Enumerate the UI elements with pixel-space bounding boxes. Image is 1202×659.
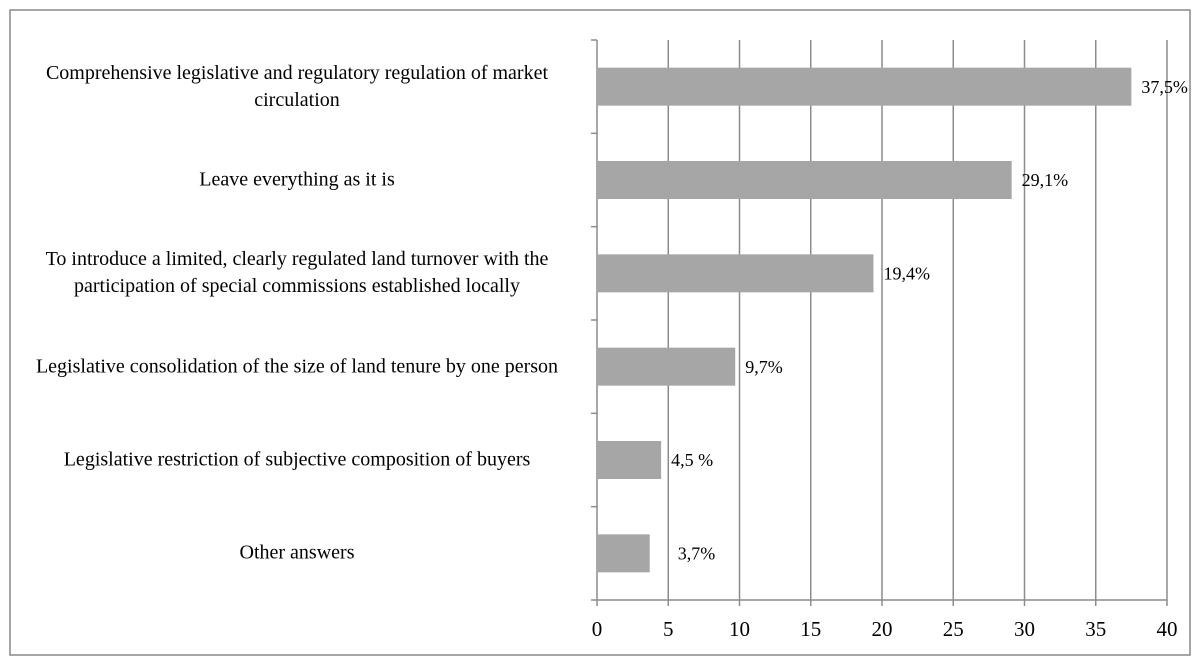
value-label: 37,5%	[1141, 77, 1188, 97]
x-tick-label: 35	[1085, 617, 1106, 641]
category-label: Legislative consolidation of the size of…	[35, 355, 559, 378]
category-label: Other answers	[239, 541, 355, 564]
bar	[597, 67, 1132, 106]
x-tick-label: 5	[663, 617, 674, 641]
value-label: 3,7%	[678, 543, 716, 563]
bar	[597, 441, 662, 479]
value-label: 9,7%	[745, 357, 783, 377]
bar	[597, 534, 650, 573]
x-tick-label: 30	[1014, 617, 1035, 641]
x-tick-label: 20	[872, 617, 893, 641]
bar	[597, 161, 1012, 199]
value-label: 4,5 %	[671, 450, 713, 470]
x-tick-label: 10	[729, 617, 750, 641]
chart-frame	[9, 9, 1191, 656]
category-label: Legislative restriction of subjective co…	[63, 448, 531, 471]
x-tick-label: 25	[943, 617, 964, 641]
category-label: Comprehensive legislative and regulatory…	[45, 61, 549, 111]
bar	[597, 347, 736, 386]
value-label: 29,1%	[1022, 170, 1069, 190]
category-label: Leave everything as it is	[199, 168, 395, 191]
category-label: To introduce a limited, clearly regulate…	[45, 248, 549, 298]
x-tick-label: 40	[1157, 617, 1178, 641]
x-tick-label: 15	[800, 617, 821, 641]
value-label: 19,4%	[883, 263, 930, 283]
bar	[597, 254, 874, 293]
x-tick-label: 0	[592, 617, 603, 641]
